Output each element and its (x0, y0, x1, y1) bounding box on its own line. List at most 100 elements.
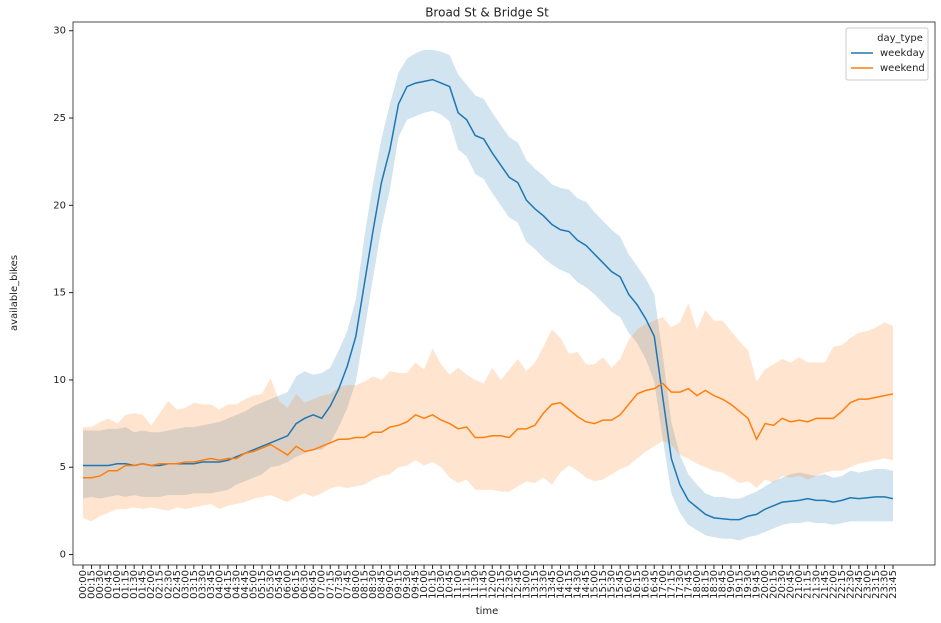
x-tick-label: 14:00 (555, 570, 566, 599)
x-tick-label: 06:30 (300, 570, 311, 599)
x-tick-label: 02:00 (146, 570, 157, 599)
y-axis-label: available_bikes (9, 255, 20, 331)
x-tick-label: 13:30 (538, 570, 549, 599)
y-tick-label: 15 (53, 288, 66, 299)
axes-frame (72, 21, 936, 566)
y-tick-label: 5 (60, 462, 66, 473)
x-tick-label: 00:45 (104, 570, 115, 599)
x-tick-label: 16:00 (624, 570, 635, 599)
x-tick-label: 04:45 (240, 570, 251, 599)
x-axis-label: time (476, 606, 499, 617)
x-tick-label: 22:30 (845, 570, 856, 599)
x-tick-label: 11:00 (453, 570, 464, 599)
x-tick-label: 21:00 (794, 570, 805, 599)
x-tick-label: 07:15 (325, 570, 336, 599)
x-tick-label: 10:45 (445, 570, 456, 599)
x-tick-label: 19:00 (726, 570, 737, 599)
x-tick-label: 20:30 (777, 570, 788, 599)
x-tick-label: 01:15 (121, 570, 132, 599)
x-tick-label: 02:45 (172, 570, 183, 599)
x-tick-label: 04:00 (214, 570, 225, 599)
x-tick-label: 16:45 (649, 570, 660, 599)
x-tick-label: 19:45 (752, 570, 763, 599)
x-tick-label: 22:00 (828, 570, 839, 599)
x-tick-label: 08:45 (376, 570, 387, 599)
x-tick-label: 12:00 (487, 570, 498, 599)
x-tick-label: 18:00 (692, 570, 703, 599)
x-tick-label: 21:45 (820, 570, 831, 599)
x-tick-label: 07:45 (342, 570, 353, 599)
x-tick-label: 17:15 (666, 570, 677, 599)
x-tick-label: 17:00 (658, 570, 669, 599)
x-tick-label: 05:15 (257, 570, 268, 599)
x-tick-label: 12:45 (513, 570, 524, 599)
x-tick-label: 20:45 (786, 570, 797, 599)
x-tick-label: 20:00 (760, 570, 771, 599)
x-tick-label: 06:45 (308, 570, 319, 599)
x-tick-label: 10:00 (419, 570, 430, 599)
x-tick-label: 08:15 (359, 570, 370, 599)
x-tick-label: 01:30 (129, 570, 140, 599)
x-tick-label: 05:45 (274, 570, 285, 599)
x-tick-label: 14:45 (581, 570, 592, 599)
x-tick-label: 07:00 (317, 570, 328, 599)
series-line (83, 78, 894, 521)
x-tick-label: 22:45 (854, 570, 865, 599)
x-tick-label: 17:30 (675, 570, 686, 599)
x-tick-label: 09:15 (393, 570, 404, 599)
x-tick-label: 15:45 (615, 570, 626, 599)
x-tick-label: 02:30 (163, 570, 174, 599)
x-tick-label: 10:15 (428, 570, 439, 599)
x-tick-label: 16:15 (632, 570, 643, 599)
x-tick-label: 09:00 (385, 570, 396, 599)
x-tick-label: 07:30 (334, 570, 345, 599)
x-tick-label: 14:30 (573, 570, 584, 599)
x-tick-label: 12:15 (496, 570, 507, 599)
x-tick-label: 08:30 (368, 570, 379, 599)
x-tick-label: 00:00 (78, 570, 89, 599)
legend-title: day_type (877, 33, 923, 44)
x-tick-label: 12:30 (504, 570, 515, 599)
y-tick-label: 30 (53, 26, 66, 37)
x-tick-label: 05:00 (249, 570, 260, 599)
legend-label: weekday (880, 48, 925, 59)
x-tick-label: 03:00 (180, 570, 191, 599)
x-tick-label: 02:15 (155, 570, 166, 599)
x-tick-label: 03:15 (189, 570, 200, 599)
x-tick-label: 11:15 (462, 570, 473, 599)
x-tick-label: 18:30 (709, 570, 720, 599)
x-tick-label: 19:30 (743, 570, 754, 599)
x-tick-label: 08:00 (351, 570, 362, 599)
y-tick-label: 0 (60, 550, 66, 561)
x-tick-label: 13:15 (530, 570, 541, 599)
x-tick-label: 15:00 (590, 570, 601, 599)
y-tick-label: 20 (53, 200, 66, 211)
x-tick-label: 16:30 (641, 570, 652, 599)
x-tick-label: 13:45 (547, 570, 558, 599)
x-tick-label: 18:15 (700, 570, 711, 599)
x-tick-label: 11:30 (470, 570, 481, 599)
legend-label: weekend (880, 63, 925, 74)
x-tick-label: 04:30 (231, 570, 242, 599)
x-tick-label: 21:30 (811, 570, 822, 599)
x-tick-label: 15:30 (607, 570, 618, 599)
x-tick-label: 03:45 (206, 570, 217, 599)
x-tick-label: 11:45 (479, 570, 490, 599)
x-tick-label: 23:15 (871, 570, 882, 599)
x-tick-label: 09:45 (411, 570, 422, 599)
x-tick-label: 00:15 (87, 570, 98, 599)
x-tick-label: 06:00 (283, 570, 294, 599)
x-tick-label: 21:15 (803, 570, 814, 599)
x-tick-label: 17:45 (683, 570, 694, 599)
x-tick-label: 03:30 (197, 570, 208, 599)
x-tick-label: 15:15 (598, 570, 609, 599)
x-tick-label: 20:15 (769, 570, 780, 599)
confidence-band (83, 49, 893, 541)
confidence-band (83, 303, 893, 522)
legend-box (845, 27, 929, 81)
x-tick-label: 13:00 (521, 570, 532, 599)
x-tick-label: 18:45 (717, 570, 728, 599)
